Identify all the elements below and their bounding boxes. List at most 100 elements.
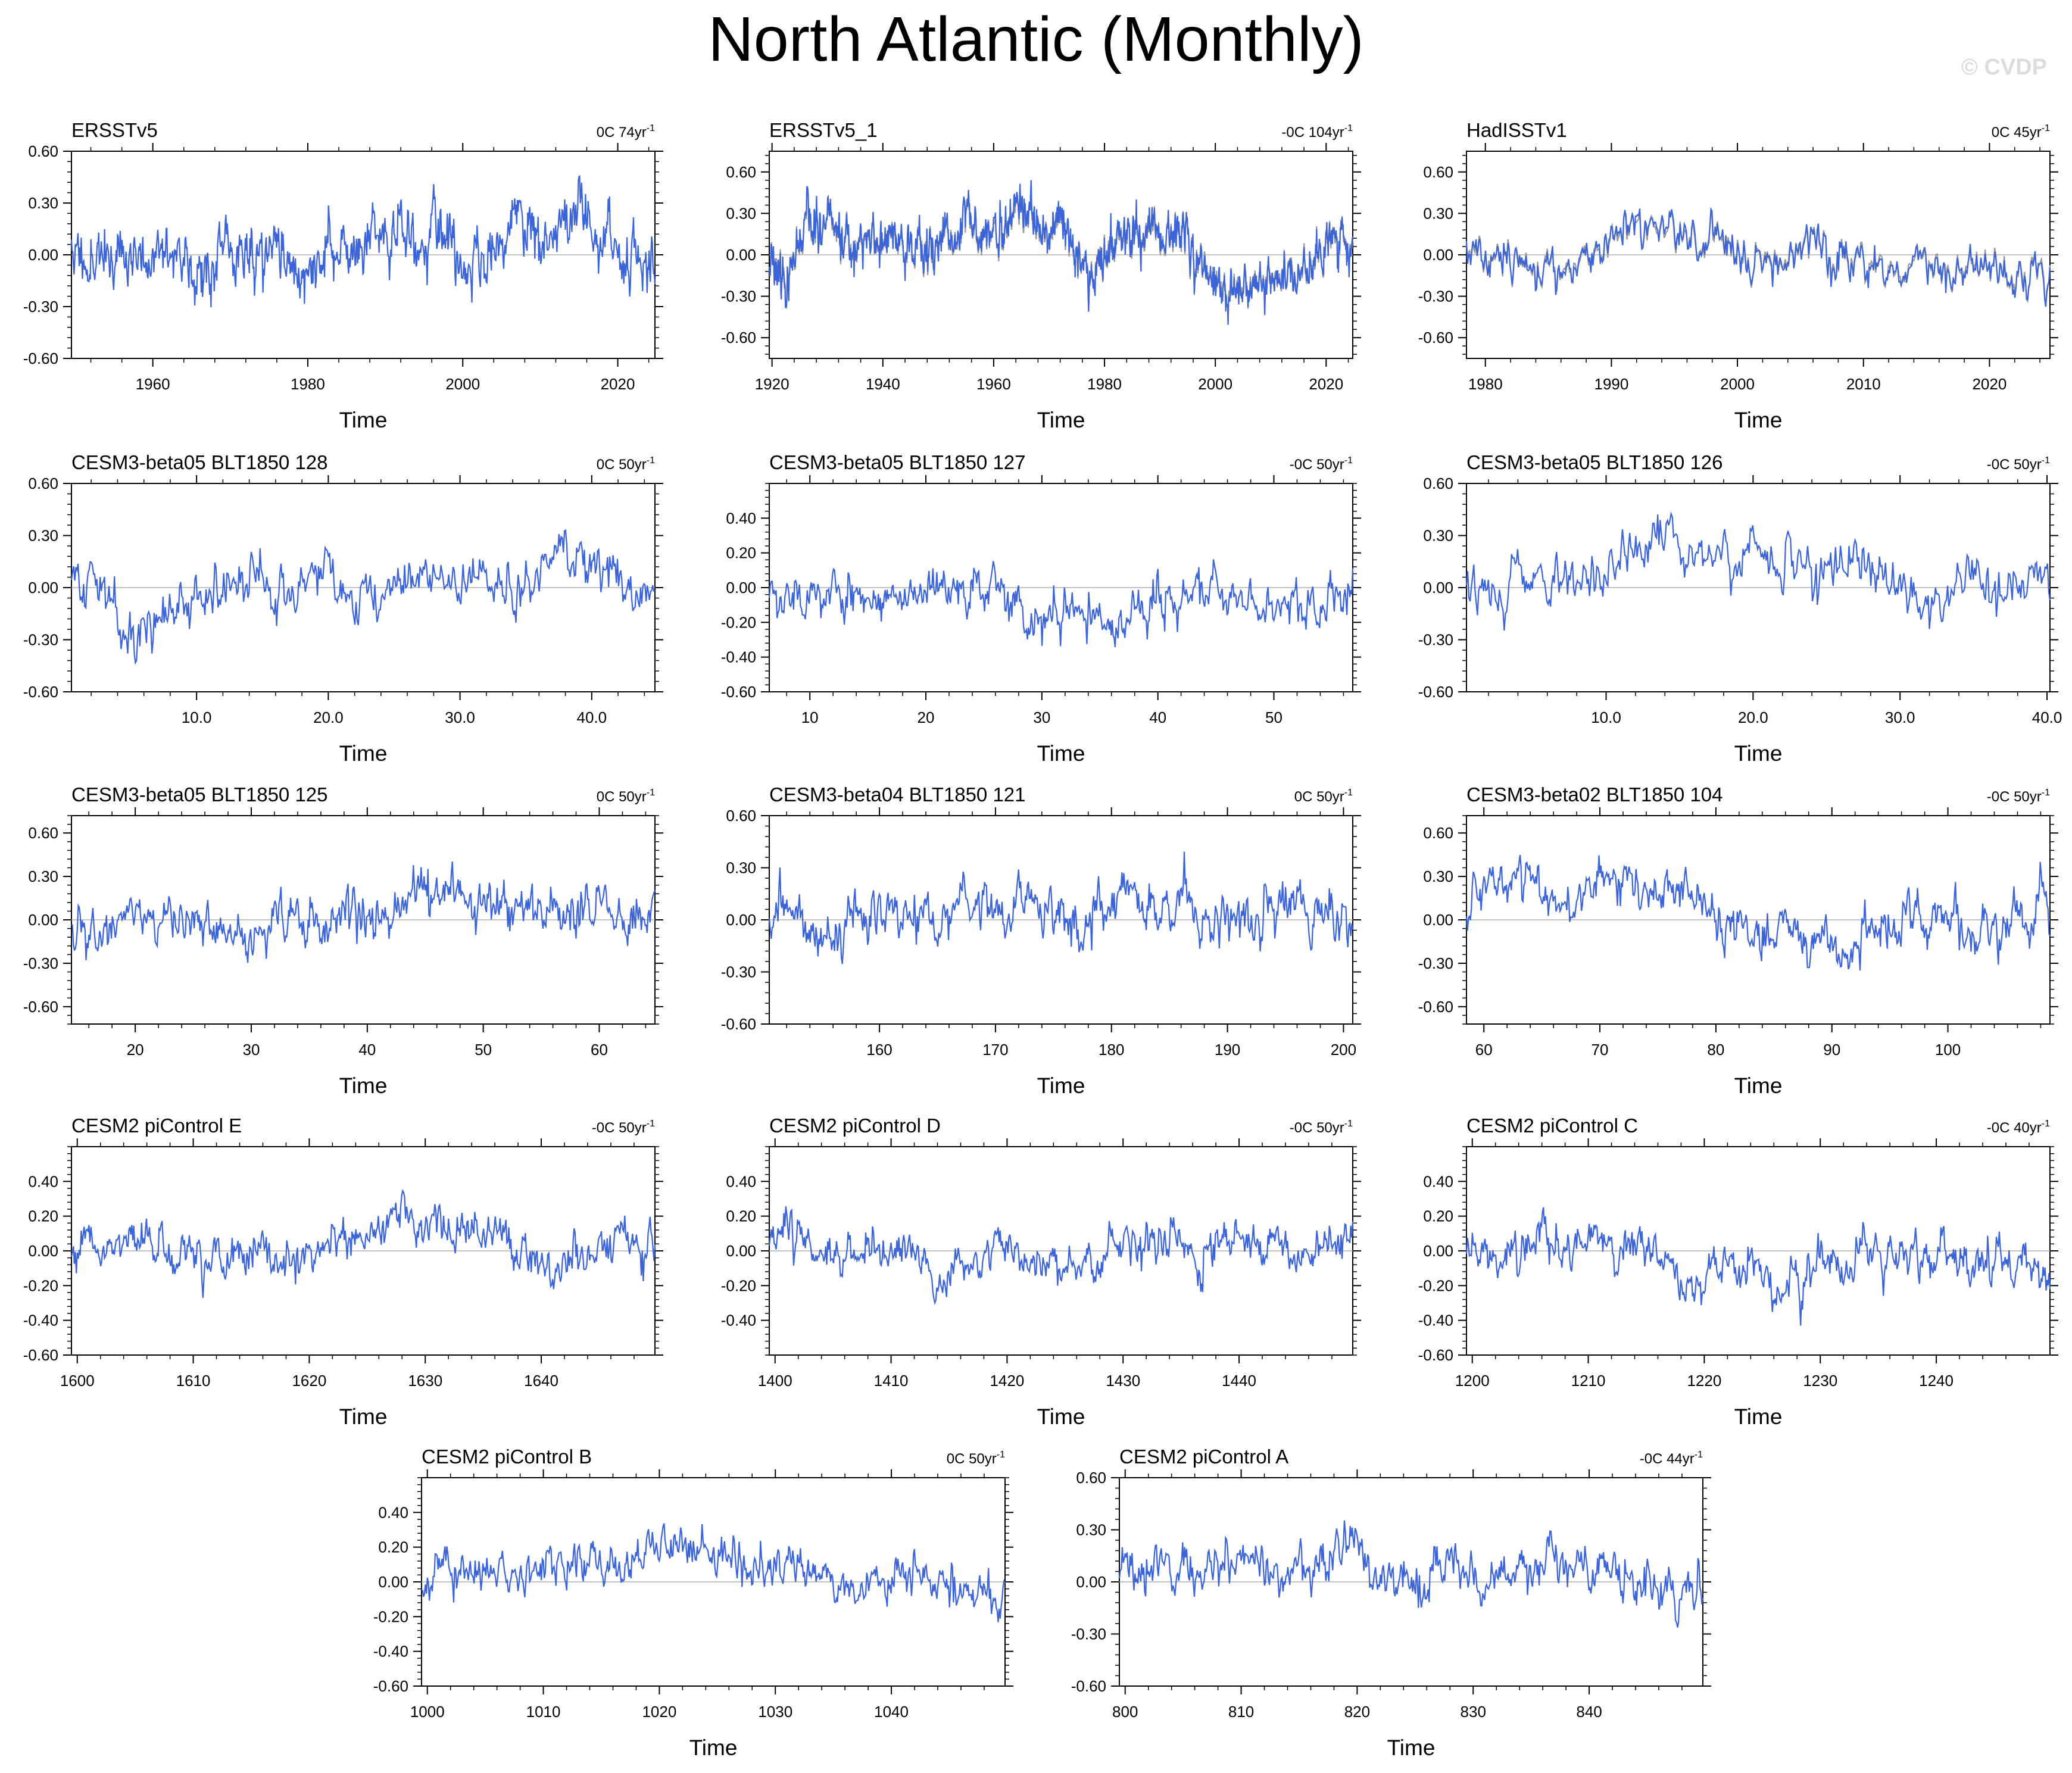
xtick-label: 1410 (874, 1372, 909, 1390)
x-axis-label: Time (1037, 1073, 1085, 1098)
xtick-label: 30 (243, 1041, 260, 1059)
ytick-label: -0.20 (721, 1276, 756, 1294)
panel-title: CESM3-beta05 BLT1850 125 (71, 784, 328, 806)
ytick-label: 0.00 (1423, 579, 1453, 597)
panel-title: HadISSTv1 (1466, 119, 1567, 141)
ytick-label: 0.60 (1076, 1469, 1106, 1487)
ytick-label: 0.60 (726, 807, 756, 825)
chart-panel-7: -0.60 -0.30 0.00 0.30 0.60 20 30 40 50 60 CESM3-be… (23, 784, 663, 1098)
xtick-label: 50 (475, 1041, 492, 1059)
panel-title: CESM2 piControl E (71, 1115, 242, 1137)
ytick-label: -0.60 (1071, 1677, 1106, 1695)
xtick-label: 1620 (292, 1372, 326, 1390)
ytick-label: -0.20 (373, 1607, 408, 1625)
xtick-label: 1940 (866, 375, 900, 393)
xtick-label: 20.0 (1738, 708, 1768, 726)
xtick-label: 1030 (758, 1703, 792, 1721)
ytick-label: 0.00 (28, 579, 58, 597)
xtick-label: 70 (1592, 1041, 1609, 1059)
xtick-label: 2000 (445, 375, 480, 393)
xtick-label: 1210 (1571, 1372, 1606, 1390)
series-line-alt (1465, 209, 2051, 307)
xtick-label: 100 (1935, 1041, 1961, 1059)
x-axis-label: Time (1037, 408, 1085, 432)
xtick-label: 1010 (526, 1703, 561, 1721)
ytick-label: 0.00 (28, 246, 58, 264)
panel-annotation: 0C 50yr-1 (597, 788, 655, 805)
ytick-label: 0.60 (1423, 475, 1453, 492)
xtick-label: 10.0 (1591, 708, 1621, 726)
ytick-label: 0.00 (28, 911, 58, 929)
watermark: © CVDP (1961, 55, 2047, 80)
ytick-label: 0.00 (726, 911, 756, 929)
panel-annotation: -0C 50yr-1 (1290, 455, 1353, 473)
x-axis-label: Time (339, 1404, 388, 1429)
series-line (71, 861, 656, 963)
xtick-label: 200 (1331, 1041, 1356, 1059)
xtick-label: 1920 (755, 375, 790, 393)
xtick-label: 1040 (874, 1703, 909, 1721)
panel-title: CESM3-beta05 BLT1850 127 (769, 451, 1026, 473)
series-line (421, 1523, 1006, 1622)
series-line (1465, 1207, 2051, 1326)
xtick-label: 800 (1112, 1703, 1138, 1721)
xtick-label: 20.0 (313, 708, 344, 726)
x-axis-label: Time (1734, 408, 1783, 432)
ytick-label: -0.30 (1071, 1625, 1106, 1643)
panel-title: CESM3-beta02 BLT1850 104 (1466, 784, 1723, 806)
panel-title: CESM2 piControl C (1466, 1115, 1638, 1137)
panel-annotation: 0C 74yr-1 (597, 123, 655, 141)
xtick-label: 40 (358, 1041, 376, 1059)
ytick-label: 0.20 (726, 1207, 756, 1225)
panel-annotation: -0C 44yr-1 (1640, 1450, 1703, 1467)
ytick-label: 0.20 (378, 1538, 408, 1556)
series-line (70, 175, 656, 308)
chart-panel-2: -0.60 -0.30 0.00 0.30 0.60 1920 1940 1960 1980 20… (721, 119, 1361, 432)
x-axis-label: Time (1734, 1404, 1783, 1429)
panel-annotation: -0C 50yr-1 (1987, 788, 2050, 805)
xtick-label: 1990 (1594, 375, 1628, 393)
ytick-label: 0.00 (726, 246, 756, 264)
panel-title: CESM3-beta05 BLT1850 128 (71, 451, 328, 473)
chart-panel-1: -0.60 -0.30 0.00 0.30 0.60 1960 1980 2000 2020 ER… (23, 119, 663, 432)
ytick-label: 0.40 (726, 509, 756, 527)
x-axis-label: Time (1037, 741, 1085, 766)
ytick-label: 0.00 (28, 1242, 58, 1260)
xtick-label: 2010 (1846, 375, 1881, 393)
xtick-label: 180 (1099, 1041, 1124, 1059)
ytick-label: 0.00 (1423, 246, 1453, 264)
chart-panel-12: -0.60 -0.40 -0.20 0.00 0.20 0.40 1200 1210 1220 1… (1418, 1115, 2058, 1429)
ytick-label: -0.20 (1418, 1276, 1453, 1294)
xtick-label: 1000 (410, 1703, 445, 1721)
xtick-label: 1960 (976, 375, 1011, 393)
ytick-label: -0.60 (1418, 1346, 1453, 1364)
panel-annotation: -0C 50yr-1 (1290, 1119, 1353, 1136)
chart-panel-14: -0.60 -0.30 0.00 0.30 0.60 800 810 820 830 840 CES… (1071, 1446, 1711, 1760)
ytick-label: 0.00 (726, 579, 756, 597)
chart-panel-9: -0.60 -0.30 0.00 0.30 0.60 60 70 80 90 100 CESM3-b… (1418, 784, 2058, 1098)
panel-annotation: -0C 104yr-1 (1281, 123, 1353, 141)
chart-panel-8: -0.60 -0.30 0.00 0.30 0.60 160 170 180 190 200 CES… (721, 784, 1361, 1098)
ytick-label: -0.60 (23, 349, 58, 367)
xtick-label: 170 (982, 1041, 1008, 1059)
ytick-label: 0.30 (1423, 204, 1453, 222)
xtick-label: 40.0 (577, 708, 607, 726)
ytick-label: -0.60 (23, 1346, 58, 1364)
ytick-label: -0.60 (373, 1677, 408, 1695)
ytick-label: -0.40 (373, 1643, 408, 1660)
panel-title: CESM2 piControl A (1119, 1446, 1288, 1468)
chart-panel-13: -0.60 -0.40 -0.20 0.00 0.20 0.40 1000 1010 1020 1… (373, 1446, 1013, 1760)
ytick-label: 0.30 (28, 194, 58, 212)
ytick-label: 0.20 (1423, 1207, 1453, 1225)
panel-annotation: 0C 50yr-1 (947, 1450, 1005, 1467)
series-line (1465, 511, 2051, 631)
ytick-label: 0.40 (1423, 1172, 1453, 1190)
ytick-label: 0.60 (28, 475, 58, 492)
ytick-label: 0.20 (726, 544, 756, 562)
x-axis-label: Time (1734, 1073, 1783, 1098)
ytick-label: 0.60 (726, 163, 756, 181)
chart-panel-5: -0.60 -0.40 -0.20 0.00 0.20 0.40 10 20 30 40 50 CES… (721, 451, 1361, 766)
ytick-label: -0.40 (23, 1312, 58, 1329)
xtick-label: 40.0 (2032, 708, 2062, 726)
